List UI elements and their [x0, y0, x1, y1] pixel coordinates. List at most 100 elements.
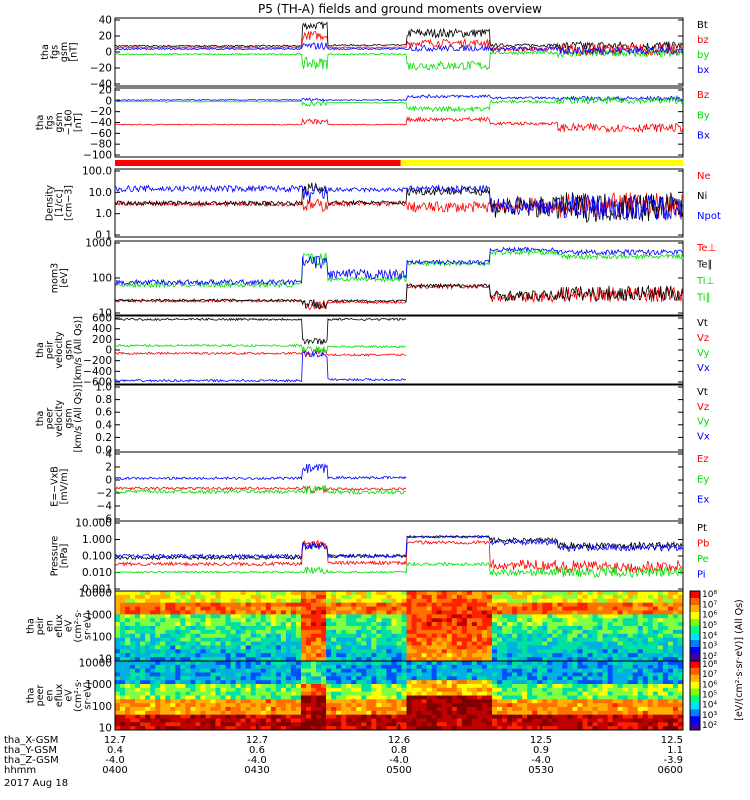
- heatmap-cell: [502, 691, 508, 696]
- heatmap-cell: [190, 722, 196, 727]
- heatmap-cell: [316, 591, 322, 596]
- heatmap-cell: [471, 637, 478, 642]
- heatmap-cell: [205, 598, 211, 603]
- heatmap-cell: [507, 718, 513, 723]
- heatmap-cell: [652, 606, 659, 611]
- heatmap-cell: [240, 710, 246, 715]
- heatmap-cell: [220, 684, 226, 689]
- heatmap-cell: [642, 633, 649, 638]
- heatmap-cell: [381, 718, 387, 723]
- heatmap-cell: [647, 637, 654, 642]
- heatmap-cell: [250, 622, 257, 627]
- heatmap-cell: [351, 691, 357, 696]
- heatmap-cell: [497, 722, 503, 727]
- heatmap-cell: [406, 591, 412, 596]
- heatmap-cell: [481, 687, 488, 692]
- heatmap-cell: [491, 637, 498, 642]
- heatmap-cell: [190, 687, 196, 692]
- heatmap-cell: [175, 676, 181, 681]
- heatmap-cell: [421, 661, 427, 666]
- ytick-label: 20: [99, 85, 112, 97]
- heatmap-cell: [647, 703, 654, 708]
- heatmap-cell: [411, 672, 417, 677]
- heatmap-cell: [552, 710, 558, 715]
- heatmap-cell: [597, 598, 603, 603]
- heatmap-cell: [185, 664, 191, 669]
- heatmap-cell: [255, 653, 262, 658]
- heatmap-cell: [331, 714, 337, 719]
- heatmap-cell: [336, 594, 342, 600]
- heatmap-cell: [431, 594, 437, 600]
- heatmap-cell: [326, 626, 332, 631]
- heatmap-cell: [255, 710, 262, 715]
- heatmap-cell: [527, 695, 533, 700]
- heatmap-cell: [522, 591, 528, 596]
- heatmap-cell: [386, 594, 392, 600]
- heatmap-cell: [552, 687, 558, 692]
- heatmap-cell: [386, 591, 392, 596]
- heatmap-cell: [476, 602, 483, 607]
- heatmap-cell: [587, 695, 593, 700]
- heatmap-cell: [481, 680, 488, 685]
- heatmap-cell: [431, 626, 437, 631]
- heatmap-cell: [115, 680, 121, 685]
- heatmap-cell: [542, 661, 548, 666]
- heatmap-cell: [471, 695, 478, 700]
- heatmap-cell: [401, 680, 407, 685]
- heatmap-cell: [451, 618, 458, 623]
- heatmap-cell: [451, 714, 458, 719]
- heatmap-cell: [652, 664, 659, 669]
- heatmap-cell: [612, 618, 618, 623]
- heatmap-cell: [321, 657, 327, 662]
- heatmap-cell: [607, 598, 613, 603]
- heatmap-cell: [532, 637, 538, 642]
- heatmap-cell: [130, 707, 136, 712]
- heatmap-cell: [250, 672, 257, 677]
- heatmap-cell: [592, 707, 598, 712]
- ylabel-line: [km/s (All Qs)]: [73, 385, 84, 453]
- heatmap-cell: [491, 614, 498, 619]
- heatmap-cell: [285, 598, 292, 603]
- heatmap-cell: [195, 707, 201, 712]
- heatmap-cell: [401, 641, 407, 646]
- heatmap-cell: [451, 641, 458, 646]
- heatmap-cell: [275, 718, 282, 723]
- heatmap-cell: [617, 653, 623, 658]
- ytick-label: −4: [97, 501, 113, 513]
- heatmap-cell: [326, 629, 332, 635]
- heatmap-cell: [617, 691, 623, 696]
- heatmap-cell: [295, 668, 302, 673]
- heatmap-cell: [250, 629, 257, 635]
- heatmap-cell: [391, 714, 397, 719]
- heatmap-cell: [512, 691, 518, 696]
- heatmap-cell: [290, 591, 297, 596]
- heatmap-cell: [135, 668, 141, 673]
- heatmap-cell: [451, 691, 458, 696]
- heatmap-cell: [542, 602, 548, 607]
- heatmap-cell: [522, 626, 528, 631]
- colorbar-tick: 10⁵: [702, 621, 717, 631]
- heatmap-cell: [230, 614, 236, 619]
- heatmap-cell: [657, 722, 664, 727]
- heatmap-cell: [300, 637, 307, 642]
- heatmap-cell: [426, 610, 432, 615]
- heatmap-cell: [461, 684, 468, 689]
- heatmap-cell: [657, 649, 664, 654]
- heatmap-cell: [356, 664, 362, 669]
- heatmap-cell: [175, 649, 181, 654]
- heatmap-cell: [446, 633, 453, 638]
- heatmap-cell: [507, 687, 513, 692]
- heatmap-cell: [371, 645, 377, 650]
- heatmap-cell: [336, 629, 342, 635]
- heatmap-cell: [316, 722, 322, 727]
- legend-Npot: Npot: [697, 211, 721, 222]
- heatmap-cell: [215, 629, 221, 635]
- heatmap-cell: [411, 680, 417, 685]
- heatmap-cell: [652, 598, 659, 603]
- heatmap-cell: [250, 699, 257, 704]
- heatmap-cell: [160, 672, 166, 677]
- heatmap-cell: [627, 618, 634, 623]
- heatmap-cell: [557, 649, 563, 654]
- heatmap-cell: [577, 637, 583, 642]
- heatmap-cell: [542, 649, 548, 654]
